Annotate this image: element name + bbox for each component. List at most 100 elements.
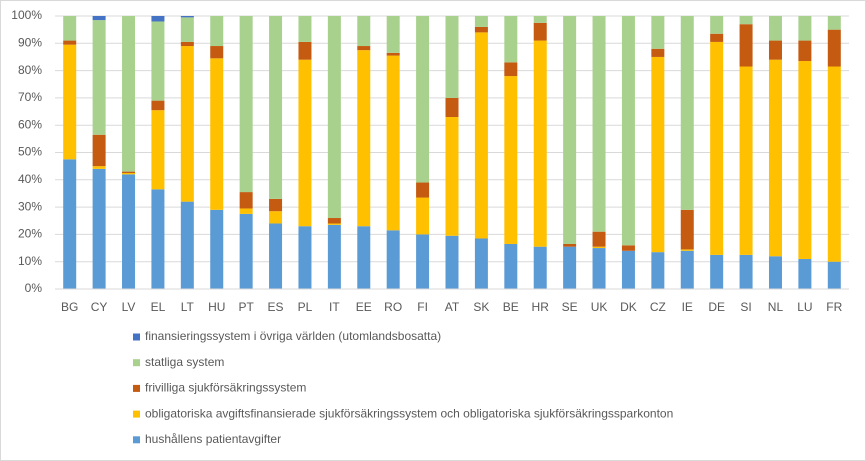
legend-swatch bbox=[133, 410, 140, 418]
bar-segment bbox=[592, 231, 606, 247]
bar-segment bbox=[533, 16, 547, 23]
bar-segment bbox=[533, 246, 547, 289]
legend-label: statliga system bbox=[145, 355, 224, 369]
bar-segment bbox=[357, 16, 371, 47]
bar-segment bbox=[592, 248, 606, 289]
bar-segment bbox=[504, 76, 518, 244]
bar-segment bbox=[327, 223, 341, 225]
bar-segment bbox=[710, 33, 724, 42]
bar-segment bbox=[680, 249, 694, 251]
bar-segment bbox=[386, 52, 400, 56]
bar-segment bbox=[827, 16, 841, 30]
bar-segment bbox=[827, 261, 841, 289]
bar-segment bbox=[63, 159, 77, 289]
bar-segment bbox=[180, 41, 194, 47]
bar-segment bbox=[180, 46, 194, 202]
bar-segment bbox=[386, 230, 400, 289]
bar-segment bbox=[180, 17, 194, 42]
y-tick-label: 60% bbox=[18, 117, 42, 131]
y-tick-label: 30% bbox=[18, 199, 42, 213]
bar-segment bbox=[739, 16, 753, 25]
legend-swatch bbox=[133, 436, 140, 444]
bar-segment bbox=[92, 16, 106, 21]
legend-swatch bbox=[133, 333, 140, 341]
x-tick-label: BE bbox=[503, 300, 519, 314]
x-tick-label: SI bbox=[740, 300, 751, 314]
bar-segment bbox=[768, 59, 782, 257]
bar-segment bbox=[798, 16, 812, 41]
y-tick-label: 70% bbox=[18, 90, 42, 104]
bar-segment bbox=[210, 58, 224, 210]
bar-segment bbox=[651, 56, 665, 253]
bar-segment bbox=[386, 55, 400, 231]
x-tick-label: IT bbox=[329, 300, 340, 314]
x-tick-label: LU bbox=[797, 300, 812, 314]
bar-segment bbox=[504, 243, 518, 289]
bar-segment bbox=[269, 16, 283, 199]
bar-segment bbox=[151, 16, 165, 22]
bar-segment bbox=[416, 197, 430, 235]
x-tick-label: CZ bbox=[650, 300, 666, 314]
bar-segment bbox=[92, 134, 106, 167]
bar-segment bbox=[474, 32, 488, 239]
bar-segment bbox=[63, 44, 77, 160]
bar-segment bbox=[798, 61, 812, 259]
bar-segment bbox=[151, 21, 165, 101]
x-tick-label: EE bbox=[356, 300, 372, 314]
bar-segment bbox=[269, 223, 283, 289]
bar-segment bbox=[680, 16, 694, 210]
x-tick-label: SK bbox=[473, 300, 489, 314]
x-tick-label: IE bbox=[682, 300, 693, 314]
x-tick-label: RO bbox=[384, 300, 402, 314]
bar-segment bbox=[298, 41, 312, 60]
bar-segment bbox=[298, 59, 312, 227]
y-tick-label: 40% bbox=[18, 172, 42, 186]
bar-segment bbox=[151, 110, 165, 190]
legend-label: frivilliga sjukförsäkringssystem bbox=[145, 381, 306, 395]
bar-segment bbox=[357, 226, 371, 289]
bar-segment bbox=[210, 209, 224, 289]
bar-segment bbox=[269, 198, 283, 212]
bar-segment bbox=[563, 16, 577, 244]
bar-segment bbox=[651, 16, 665, 49]
bar-segment bbox=[827, 29, 841, 67]
y-tick-label: 100% bbox=[11, 8, 42, 22]
bar-segment bbox=[239, 208, 253, 214]
bar-segment bbox=[592, 16, 606, 232]
bar-segment bbox=[92, 166, 106, 169]
bar-segment bbox=[357, 46, 371, 51]
bar-segment bbox=[92, 20, 106, 135]
bar-segment bbox=[621, 245, 635, 251]
bar-segment bbox=[504, 62, 518, 77]
bar-segment bbox=[269, 211, 283, 224]
bar-segment bbox=[739, 66, 753, 255]
x-tick-label: DE bbox=[708, 300, 725, 314]
bar-segment bbox=[474, 26, 488, 33]
y-tick-label: 20% bbox=[18, 227, 42, 241]
bar-segment bbox=[798, 258, 812, 289]
bar-segment bbox=[680, 209, 694, 250]
bar-segment bbox=[739, 24, 753, 67]
bar-segment bbox=[122, 16, 136, 172]
x-tick-label: FI bbox=[417, 300, 428, 314]
y-tick-label: 10% bbox=[18, 254, 42, 268]
legend-label: finansieringssystem i övriga världen (ut… bbox=[145, 329, 441, 343]
y-tick-label: 90% bbox=[18, 35, 42, 49]
legend-label: obligatoriska avgiftsfinansierade sjukfö… bbox=[145, 406, 673, 420]
x-tick-label: DK bbox=[620, 300, 637, 314]
x-tick-label: PL bbox=[298, 300, 313, 314]
x-tick-label: CY bbox=[91, 300, 108, 314]
bar-segment bbox=[533, 22, 547, 41]
x-tick-label: FR bbox=[826, 300, 842, 314]
bar-segment bbox=[533, 40, 547, 247]
bar-segment bbox=[327, 218, 341, 224]
legend-swatch bbox=[133, 359, 140, 367]
bar-segment bbox=[739, 254, 753, 289]
bar-segment bbox=[327, 224, 341, 289]
bar-segment bbox=[180, 201, 194, 289]
bar-segment bbox=[445, 235, 459, 289]
x-tick-label: ES bbox=[268, 300, 284, 314]
x-tick-label: LT bbox=[181, 300, 195, 314]
bar-segment bbox=[63, 16, 77, 41]
